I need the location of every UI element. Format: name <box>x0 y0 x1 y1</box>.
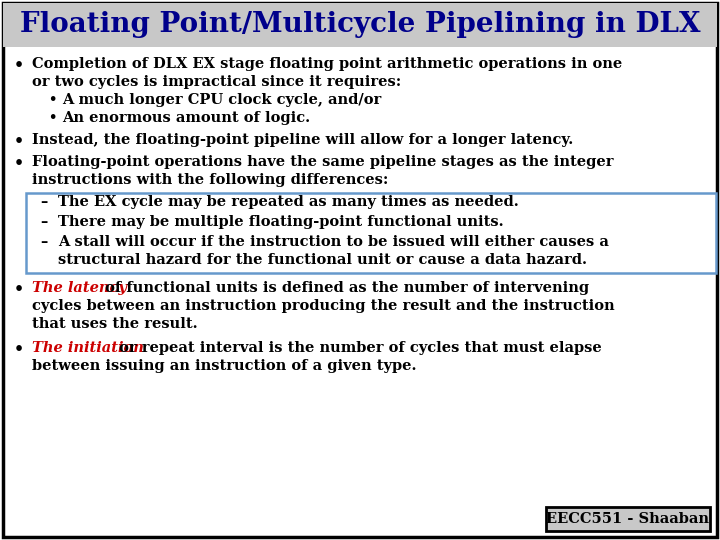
Text: A stall will occur if the instruction to be issued will either causes a: A stall will occur if the instruction to… <box>58 235 609 249</box>
Text: between issuing an instruction of a given type.: between issuing an instruction of a give… <box>32 359 416 373</box>
Text: Instead, the floating-point pipeline will allow for a longer latency.: Instead, the floating-point pipeline wil… <box>32 133 573 147</box>
Text: instructions with the following differences:: instructions with the following differen… <box>32 173 388 187</box>
Text: •: • <box>14 155 24 172</box>
Text: •: • <box>48 93 56 106</box>
Text: cycles between an instruction producing the result and the instruction: cycles between an instruction producing … <box>32 299 615 313</box>
FancyBboxPatch shape <box>26 193 716 273</box>
Text: The latency: The latency <box>32 281 127 295</box>
Text: •: • <box>14 341 24 358</box>
Text: The EX cycle may be repeated as many times as needed.: The EX cycle may be repeated as many tim… <box>58 195 518 209</box>
Text: Floating-point operations have the same pipeline stages as the integer: Floating-point operations have the same … <box>32 155 613 169</box>
Text: –: – <box>40 235 48 249</box>
Text: of functional units is defined as the number of intervening: of functional units is defined as the nu… <box>100 281 589 295</box>
Text: •: • <box>48 111 56 124</box>
Text: An enormous amount of logic.: An enormous amount of logic. <box>62 111 310 125</box>
Text: •: • <box>14 133 24 150</box>
Text: The initiation: The initiation <box>32 341 144 355</box>
FancyBboxPatch shape <box>3 3 717 47</box>
Text: Floating Point/Multicycle Pipelining in DLX: Floating Point/Multicycle Pipelining in … <box>19 10 701 37</box>
Text: •: • <box>14 281 24 298</box>
Text: –: – <box>40 195 48 209</box>
Text: or two cycles is impractical since it requires:: or two cycles is impractical since it re… <box>32 75 401 89</box>
Text: –: – <box>40 215 48 229</box>
FancyBboxPatch shape <box>546 507 710 531</box>
Text: structural hazard for the functional unit or cause a data hazard.: structural hazard for the functional uni… <box>58 253 587 267</box>
Text: that uses the result.: that uses the result. <box>32 317 197 331</box>
Text: or repeat interval is the number of cycles that must elapse: or repeat interval is the number of cycl… <box>114 341 602 355</box>
FancyBboxPatch shape <box>3 3 717 537</box>
Text: •: • <box>14 57 24 74</box>
Text: There may be multiple floating-point functional units.: There may be multiple floating-point fun… <box>58 215 503 229</box>
Text: Completion of DLX EX stage floating point arithmetic operations in one: Completion of DLX EX stage floating poin… <box>32 57 622 71</box>
Text: EECC551 - Shaaban: EECC551 - Shaaban <box>546 512 709 526</box>
Text: A much longer CPU clock cycle, and/or: A much longer CPU clock cycle, and/or <box>62 93 382 107</box>
